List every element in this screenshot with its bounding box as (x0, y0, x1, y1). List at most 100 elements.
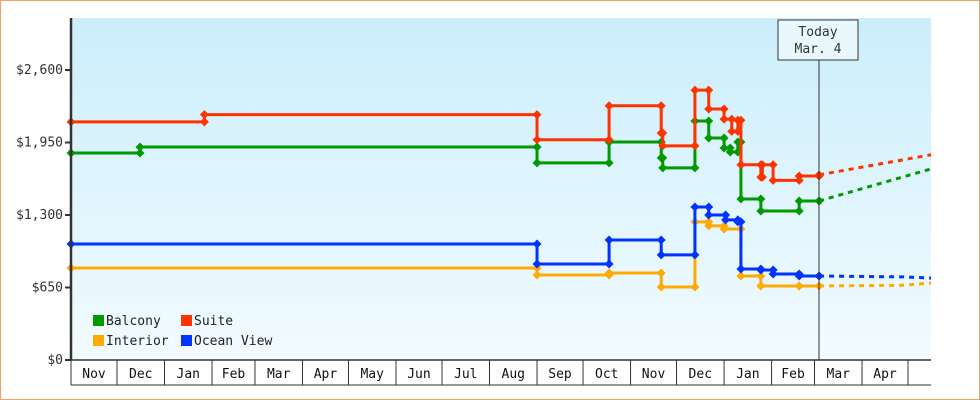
series-suite (66, 85, 932, 185)
data-point (794, 269, 804, 279)
data-point (794, 196, 804, 206)
month-label: May (360, 367, 384, 382)
data-point (794, 206, 804, 216)
legend-swatch (93, 315, 104, 326)
series-ocean-view (66, 202, 932, 281)
data-point (757, 172, 767, 182)
data-point (656, 235, 666, 245)
month-label: Jan (177, 367, 200, 382)
month-label: Feb (781, 367, 805, 382)
data-point (704, 202, 714, 212)
data-point (658, 141, 668, 151)
data-point (690, 282, 700, 292)
data-point (532, 239, 542, 249)
data-point (704, 104, 714, 114)
projection-line (819, 281, 932, 288)
data-point (794, 281, 804, 291)
data-point (532, 270, 542, 280)
month-label: Apr (873, 367, 897, 382)
series-line (71, 119, 820, 213)
month-label: Aug (502, 367, 525, 382)
data-point (736, 115, 746, 125)
data-point (656, 282, 666, 292)
data-point (768, 265, 778, 275)
data-point (604, 270, 614, 280)
legend-label: Ocean View (194, 334, 272, 349)
data-point (736, 217, 746, 227)
data-point (736, 160, 746, 170)
data-point (794, 175, 804, 185)
legend-label: Interior (106, 334, 169, 349)
legend-label: Balcony (106, 314, 161, 329)
month-label: Oct (595, 367, 618, 382)
data-point (727, 126, 737, 136)
month-label: Nov (642, 367, 666, 382)
data-point (704, 217, 714, 227)
data-point (135, 148, 145, 158)
data-point (532, 110, 542, 120)
data-point (604, 101, 614, 111)
data-point (704, 85, 714, 95)
month-label: Dec (129, 367, 152, 382)
month-label: Jun (407, 367, 430, 382)
projection-line (818, 153, 932, 177)
data-point (736, 194, 746, 204)
data-point (721, 210, 731, 220)
month-label: Feb (222, 367, 246, 382)
data-point (704, 116, 714, 126)
month-label: Dec (689, 367, 712, 382)
data-point (719, 114, 729, 124)
month-label: Apr (314, 367, 338, 382)
data-point (135, 142, 145, 152)
legend-label: Suite (194, 314, 233, 329)
data-point (756, 281, 766, 291)
data-point (604, 135, 614, 145)
legend: Balcony Suite Interior Ocean View (93, 314, 272, 349)
series-interior (66, 217, 932, 292)
today-label: Today (798, 25, 837, 40)
data-point (736, 264, 746, 274)
data-point (725, 143, 735, 153)
data-point (658, 128, 668, 138)
data-point (768, 175, 778, 185)
data-point (736, 271, 746, 281)
data-point (690, 163, 700, 173)
legend-swatch (181, 335, 192, 346)
month-label: Mar (267, 367, 291, 382)
data-point (756, 264, 766, 274)
data-point (532, 135, 542, 145)
data-point (756, 194, 766, 204)
month-label: Nov (82, 367, 106, 382)
month-label: Sep (548, 367, 572, 382)
today-marker: Today Mar. 4 (777, 19, 859, 360)
data-point (532, 158, 542, 168)
month-label: Jan (736, 367, 759, 382)
data-point (656, 250, 666, 260)
data-point (532, 142, 542, 152)
data-point (757, 160, 767, 170)
data-point (721, 215, 731, 225)
data-point (199, 117, 209, 127)
y-tick-label: $1,950 (16, 136, 63, 151)
data-point (604, 235, 614, 245)
data-point (727, 114, 737, 124)
projection-line (819, 274, 932, 280)
data-point (656, 101, 666, 111)
data-point (199, 110, 209, 120)
data-point (733, 126, 743, 136)
data-point (756, 271, 766, 281)
y-tick-label: $2,600 (16, 63, 63, 78)
legend-swatch (93, 335, 104, 346)
data-point (719, 104, 729, 114)
data-point (532, 259, 542, 269)
data-point (658, 163, 668, 173)
month-label: Mar (827, 367, 851, 382)
data-point (604, 259, 614, 269)
data-point (719, 133, 729, 143)
data-point (704, 210, 714, 220)
y-tick-label: $1,300 (16, 208, 63, 223)
data-point (704, 133, 714, 143)
data-point (768, 160, 778, 170)
legend-swatch (181, 315, 192, 326)
data-point (719, 143, 729, 153)
